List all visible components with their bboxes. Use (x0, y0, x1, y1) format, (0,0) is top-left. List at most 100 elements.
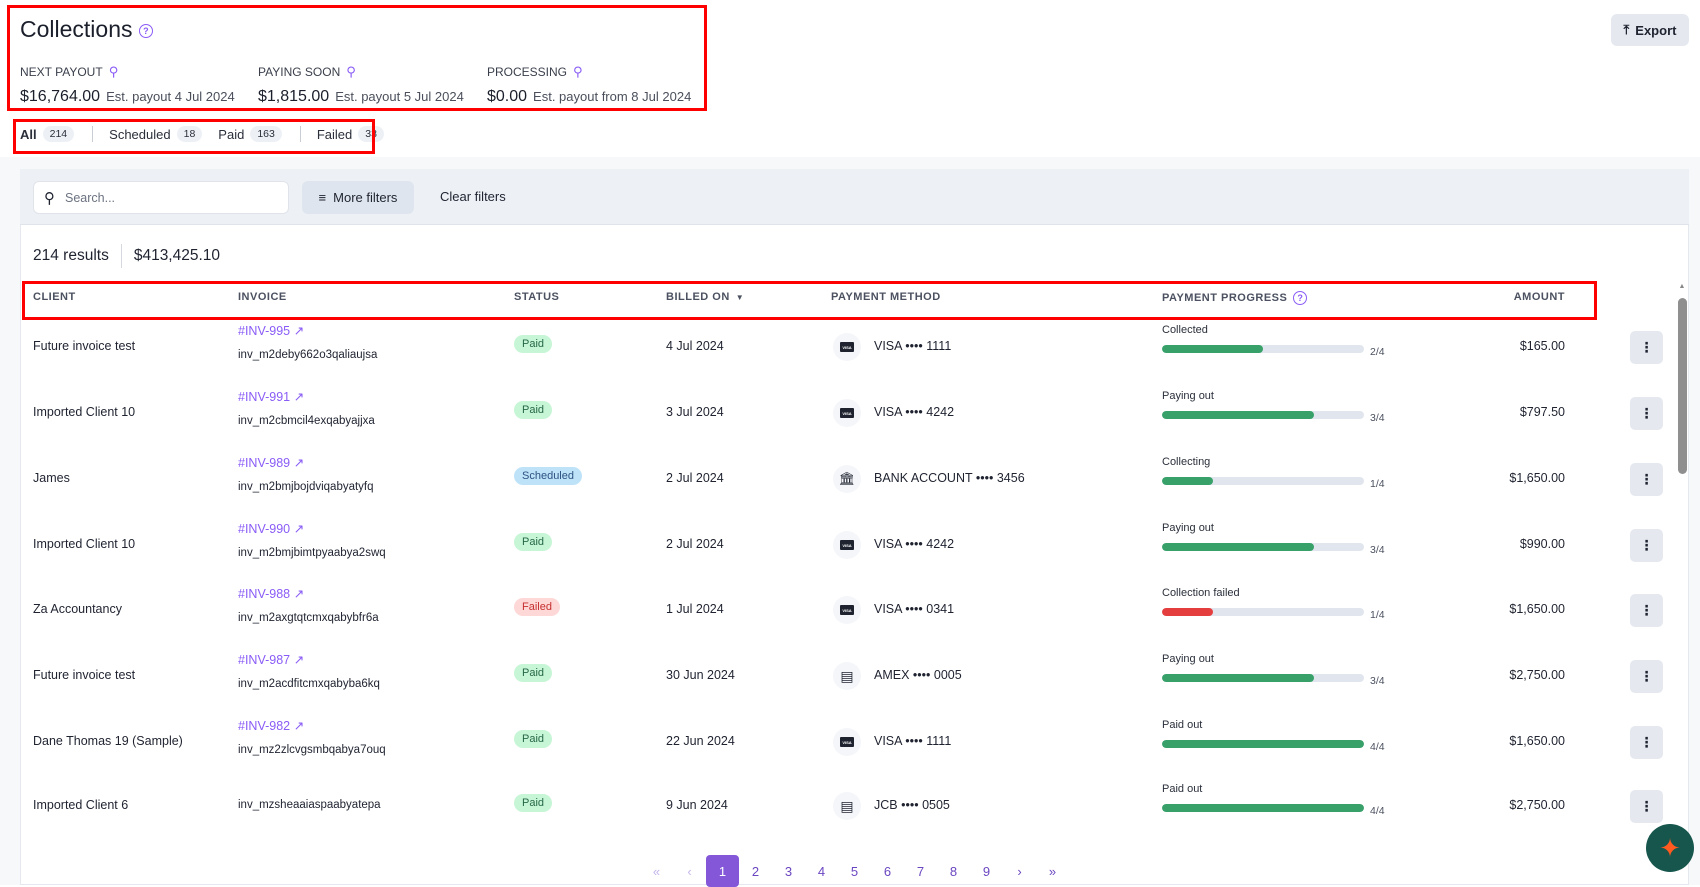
export-button[interactable]: ⤒ Export (1611, 14, 1689, 46)
visa-icon: VISA (833, 333, 861, 361)
filter-icon: ≡ (318, 190, 327, 205)
payment-method: JCB •••• 0505 (874, 798, 950, 812)
more-filters-button[interactable]: ≡ More filters (302, 181, 414, 214)
column-header-amount[interactable]: AMOUNT (1513, 291, 1565, 303)
next-page-button[interactable]: › (1017, 863, 1022, 879)
table-row[interactable]: Imported Client 10 #INV-990 ↗ inv_m2bmjbi… (20, 512, 1670, 578)
client-name: Imported Client 10 (33, 537, 136, 551)
last-page-button[interactable]: » (1048, 863, 1057, 879)
table-row[interactable]: Imported Client 10 #INV-991 ↗ inv_m2cbmci… (20, 380, 1670, 446)
row-menu-button[interactable]: ⋮ (1630, 660, 1663, 693)
stat-processing: PROCESSING ⚲ $0.00 Est. payout from 8 Jul … (487, 64, 691, 106)
page-button-3[interactable]: 3 (784, 863, 793, 879)
page-button-9[interactable]: 9 (982, 863, 991, 879)
progress-label: Paid out (1162, 783, 1203, 795)
page-button-6[interactable]: 6 (883, 863, 892, 879)
visa-icon: VISA (833, 596, 861, 624)
visa-icon: VISA (833, 728, 861, 756)
visa-icon: VISA (833, 531, 861, 559)
divider (92, 126, 94, 142)
table-row[interactable]: Future invoice test #INV-995 ↗ inv_m2deby… (20, 314, 1670, 380)
help-icon[interactable]: ? (1293, 291, 1308, 305)
scrollbar[interactable]: ▲ (1678, 283, 1686, 290)
column-header-payment-method[interactable]: PAYMENT METHOD (831, 291, 941, 303)
help-icon[interactable]: ? (138, 23, 153, 38)
tab-scheduled[interactable]: Scheduled 18 (109, 126, 203, 142)
client-name: Future invoice test (33, 668, 136, 682)
first-page-button[interactable]: « (652, 863, 661, 879)
progress-fraction: 3/4 (1370, 675, 1385, 687)
progress-label: Paying out (1162, 653, 1214, 665)
column-header-status[interactable]: STATUS (514, 291, 560, 303)
external-link-icon: ↗ (293, 719, 305, 733)
column-header-client[interactable]: CLIENT (33, 291, 76, 303)
progress-fill (1162, 674, 1314, 682)
progress-fraction: 4/4 (1370, 741, 1385, 753)
invoice-id: inv_m2acdfitcmxqabyba6kq (238, 678, 380, 690)
stat-amount: $0.00 (487, 88, 528, 105)
invoice-link[interactable]: #INV-988 ↗ (238, 587, 305, 601)
pagination: « ‹ 1 2 3 4 5 6 7 8 9 › » (640, 855, 1069, 887)
client-name: Imported Client 10 (33, 405, 136, 419)
divider (299, 126, 301, 142)
external-link-icon: ↗ (293, 653, 305, 667)
table-row[interactable]: Za Accountancy #INV-988 ↗ inv_m2axgtqtcmx… (20, 577, 1670, 643)
billed-on-date: 30 Jun 2024 (666, 668, 735, 682)
search-icon[interactable]: ⚲ (573, 64, 583, 79)
page-button-7[interactable]: 7 (916, 863, 925, 879)
client-name: Imported Client 6 (33, 798, 129, 812)
invoice-link[interactable]: #INV-991 ↗ (238, 390, 305, 404)
row-menu-button[interactable]: ⋮ (1630, 594, 1663, 627)
progress-fraction: 1/4 (1370, 478, 1385, 490)
page-button-1[interactable]: 1 (706, 855, 739, 887)
table-row[interactable]: Future invoice test #INV-987 ↗ inv_m2acdf… (20, 643, 1670, 709)
assistant-button[interactable]: ✦ (1646, 824, 1694, 872)
progress-bar (1162, 740, 1364, 748)
column-header-payment-progress[interactable]: PAYMENT PROGRESS? (1162, 291, 1308, 305)
page-button-4[interactable]: 4 (817, 863, 826, 879)
search-icon[interactable]: ⚲ (108, 64, 119, 79)
tab-failed[interactable]: Failed 33 (317, 126, 384, 142)
progress-fill (1162, 804, 1364, 812)
invoice-link[interactable]: #INV-989 ↗ (238, 456, 305, 470)
invoice-link[interactable]: #INV-982 ↗ (238, 719, 305, 733)
tab-paid[interactable]: Paid 163 (218, 126, 282, 142)
search-icon[interactable]: ⚲ (346, 64, 356, 79)
invoice-id: inv_mzsheaaiaspaabyatepa (238, 799, 381, 811)
billed-on-date: 2 Jul 2024 (666, 471, 724, 485)
row-menu-button[interactable]: ⋮ (1630, 331, 1663, 364)
collections-table-card (20, 169, 1689, 885)
table-row[interactable]: Dane Thomas 19 (Sample) #INV-982 ↗ inv_mz… (20, 709, 1670, 775)
external-link-icon: ↗ (293, 456, 305, 470)
stat-amount: $1,815.00 (258, 88, 330, 105)
payment-method: VISA •••• 4242 (874, 537, 955, 551)
prev-page-button[interactable]: ‹ (687, 863, 692, 879)
invoice-link[interactable]: #INV-990 ↗ (238, 522, 305, 536)
page-button-8[interactable]: 8 (949, 863, 958, 879)
row-menu-button[interactable]: ⋮ (1630, 397, 1663, 430)
row-menu-button[interactable]: ⋮ (1630, 463, 1663, 496)
clear-filters-button[interactable]: Clear filters (440, 189, 506, 204)
progress-bar (1162, 543, 1364, 551)
table-row[interactable]: James #INV-989 ↗ inv_m2bmjbojdviqabyatyfq… (20, 446, 1670, 512)
progress-label: Paying out (1162, 522, 1214, 534)
page-button-2[interactable]: 2 (751, 863, 760, 879)
page-button-5[interactable]: 5 (850, 863, 859, 879)
column-header-invoice[interactable]: INVOICE (238, 291, 287, 303)
client-name: Future invoice test (33, 339, 136, 353)
tab-all[interactable]: All 214 (20, 126, 75, 142)
search-input[interactable]: ⚲ Search... (33, 181, 289, 214)
invoice-id: inv_m2deby662o3qaliaujsa (238, 349, 378, 361)
progress-fraction: 4/4 (1370, 805, 1385, 817)
column-header-billed-on[interactable]: BILLED ON ▼ (666, 291, 745, 303)
invoice-link[interactable]: #INV-995 ↗ (238, 324, 305, 338)
row-menu-button[interactable]: ⋮ (1630, 529, 1663, 562)
row-menu-button[interactable]: ⋮ (1630, 726, 1663, 759)
client-name: James (33, 471, 70, 485)
invoice-link[interactable]: #INV-987 ↗ (238, 653, 305, 667)
scrollbar-thumb[interactable] (1678, 298, 1687, 474)
status-badge: Paid (514, 730, 553, 748)
invoice-id: inv_mz2zlcvgsmbqabya7ouq (238, 744, 386, 756)
table-row[interactable]: Imported Client 6 inv_mzsheaaiaspaabyate… (20, 773, 1670, 839)
row-menu-button[interactable]: ⋮ (1630, 790, 1663, 823)
